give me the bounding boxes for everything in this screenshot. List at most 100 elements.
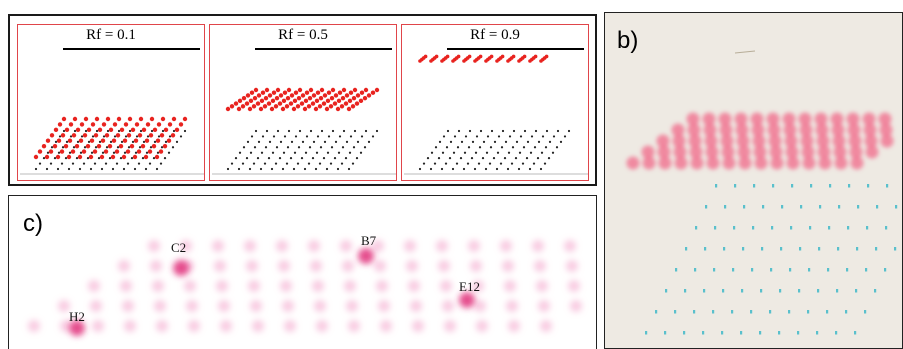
migrated-spot (89, 138, 95, 143)
origin-dot (272, 135, 276, 138)
origin-dot (506, 167, 510, 171)
origin-dot (161, 129, 165, 133)
origin-dot (511, 146, 515, 149)
migrated-spot (370, 90, 376, 95)
origin-dot (797, 331, 800, 335)
origin-dot (86, 157, 90, 160)
origin-dot (453, 135, 457, 138)
origin-dot (50, 146, 54, 149)
faint-spot (252, 320, 264, 332)
origin-dot (426, 157, 430, 160)
origin-dot (482, 140, 486, 143)
origin-dot (559, 140, 563, 143)
spot-label-c2: C2 (171, 240, 187, 255)
faint-spot (376, 280, 388, 292)
migrated-spot (81, 149, 87, 154)
origin-dot (352, 146, 356, 149)
migrated-spot (248, 98, 254, 104)
faint-spot (214, 260, 226, 272)
origin-dot (283, 135, 287, 138)
migrated-spot (273, 104, 279, 109)
migrated-spot (140, 143, 146, 149)
origin-dot (164, 140, 168, 143)
migrated-spot (351, 95, 357, 101)
faint-spot (156, 320, 168, 332)
origin-dot (751, 268, 754, 272)
origin-dot (433, 162, 437, 165)
origin-dot (340, 162, 344, 165)
origin-dot (257, 140, 261, 143)
origin-dot (90, 151, 94, 154)
origin-dot (474, 151, 478, 154)
origin-dot (518, 151, 522, 154)
origin-dot (459, 157, 463, 160)
origin-dot (895, 205, 898, 209)
origin-dot (348, 151, 352, 154)
migrated-spot (347, 98, 353, 104)
origin-dot (316, 135, 320, 138)
origin-dot (499, 162, 503, 165)
migrated-spot (159, 133, 165, 138)
migrated-spot (325, 98, 331, 104)
faint-spot (372, 240, 384, 252)
migrated-spot (66, 154, 72, 160)
migrated-spot (737, 145, 751, 159)
migrated-spot (130, 127, 136, 133)
migrated-spot (115, 133, 121, 138)
origin-dot (818, 247, 821, 251)
migrated-spot (166, 138, 172, 143)
migrated-spot (88, 154, 94, 160)
origin-dot (479, 129, 483, 133)
origin-dot (250, 135, 254, 138)
migrated-spot (111, 138, 117, 143)
migrated-spot (275, 87, 281, 93)
migrated-spot (72, 116, 78, 122)
migrated-spot (706, 156, 720, 170)
labeled-spot (459, 292, 475, 308)
origin-dot (478, 146, 482, 149)
origin-dot (541, 135, 545, 138)
origin-dot (848, 184, 851, 188)
origin-dot (489, 146, 493, 149)
migrated-spot (321, 101, 327, 106)
origin-dot (437, 157, 441, 160)
faint-spot (404, 240, 416, 252)
migrated-spot (93, 133, 99, 138)
origin-dot (715, 184, 718, 188)
migrated-spot (271, 90, 277, 95)
migrated-spot (162, 143, 168, 149)
migrated-spot (154, 154, 160, 160)
origin-dot (445, 146, 449, 149)
origin-dot (497, 135, 501, 138)
origin-dot (521, 162, 525, 165)
origin-dot (292, 167, 296, 171)
origin-dot (826, 310, 829, 314)
origin-dot (106, 129, 110, 133)
faint-spot (348, 320, 360, 332)
origin-dot (179, 135, 183, 138)
origin-dot (359, 151, 363, 154)
migrated-spot (67, 138, 73, 143)
origin-dot (741, 289, 744, 293)
faint-spot (278, 260, 290, 272)
faint-spot (468, 240, 480, 252)
migrated-spot (282, 90, 288, 95)
migrated-spot (156, 122, 162, 127)
origin-dot (375, 129, 379, 133)
origin-dot (517, 167, 521, 171)
origin-dot (434, 146, 438, 149)
faint-spot (280, 280, 292, 292)
migrated-spot (68, 122, 74, 127)
origin-dot (501, 129, 505, 133)
migrated-spot (56, 138, 62, 143)
origin-dot (452, 151, 456, 154)
origin-dot (481, 157, 485, 160)
rf-label-1: Rf = 0.1 (86, 27, 136, 43)
migrated-spot (125, 149, 131, 154)
origin-dot (492, 157, 496, 160)
migrated-spot (174, 127, 180, 133)
migrated-spot (850, 156, 864, 170)
origin-dot (150, 129, 154, 133)
migrated-spot (311, 93, 317, 98)
migrated-spot (434, 54, 439, 59)
